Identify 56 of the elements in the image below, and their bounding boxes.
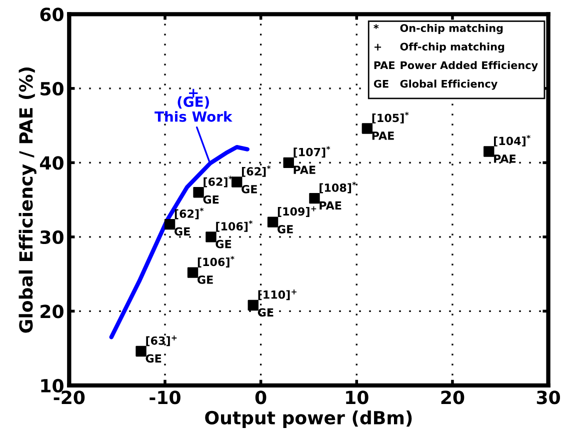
x-tick-label: -10 — [150, 390, 180, 404]
annotation: + — [189, 88, 198, 98]
y-axis-title: Global Efficiency / PAE (%) — [18, 68, 36, 333]
point — [206, 232, 216, 242]
annotation: [108]$^{*}$ — [320, 182, 356, 194]
text: * On-chip matching — [374, 24, 503, 34]
y-tick-label: 30 — [40, 230, 64, 244]
annotation: GE — [278, 225, 293, 234]
annotation: [105]$^{*}$ — [372, 112, 409, 124]
point — [193, 187, 204, 198]
x-tick-label: 20 — [441, 390, 464, 404]
annotation: PAE Power Added Efficiency — [374, 61, 538, 72]
annotation: GE — [203, 195, 219, 204]
annotation: GE Global Efficiency — [374, 80, 498, 90]
annotation: [107]$^{*}$ — [294, 146, 330, 158]
annotation: [104]$^{*}$ — [494, 134, 530, 146]
annotation: PAE — [294, 166, 316, 174]
annotation: This Work — [154, 111, 232, 122]
annotation: GE — [146, 354, 162, 363]
x-axis-title: Output power (dBm) — [205, 410, 412, 428]
y-tick-label: 20 — [40, 304, 64, 318]
point — [309, 192, 320, 204]
annotation: [109]$^{+}$ — [278, 206, 316, 217]
y-tick-label: 10 — [41, 378, 64, 393]
point — [164, 218, 176, 230]
x-tick-label: 0 — [255, 390, 266, 404]
annotation: [63]$^{+}$ — [146, 336, 177, 346]
annotation: GE — [258, 308, 274, 317]
annotation: GE — [216, 240, 232, 248]
point — [136, 346, 146, 357]
annotation: [110]$^{+}$ — [258, 290, 296, 300]
x-tick-label: 30 — [536, 390, 560, 404]
point — [484, 146, 494, 157]
annotation: PAE — [372, 132, 394, 140]
annotation: [62]$^{*}$ — [174, 208, 204, 220]
point — [232, 176, 242, 188]
x-tick-label: -20 — [54, 390, 85, 404]
x-tick-label: 10 — [346, 390, 368, 404]
point — [267, 216, 278, 228]
text: + Off-chip matching — [374, 42, 504, 53]
annotation: [106]$^{*}$ — [198, 256, 234, 268]
annotation: [62]$^{*}$ — [242, 165, 271, 177]
y-tick-label: 50 — [40, 82, 64, 96]
annotation: GE — [174, 227, 190, 236]
annotation: GE — [198, 276, 213, 284]
annotation: PAE — [494, 154, 516, 163]
annotation: [106]$^{*}$ — [216, 220, 253, 232]
y-tick-label: 40 — [40, 156, 64, 170]
point — [283, 157, 294, 168]
point — [362, 123, 373, 134]
annotation: (GE) — [178, 96, 209, 109]
y-tick-label: 60 — [40, 8, 64, 22]
annotation: GE — [242, 184, 257, 194]
point — [187, 267, 198, 278]
annotation: PAE — [320, 201, 342, 210]
point — [248, 300, 259, 311]
